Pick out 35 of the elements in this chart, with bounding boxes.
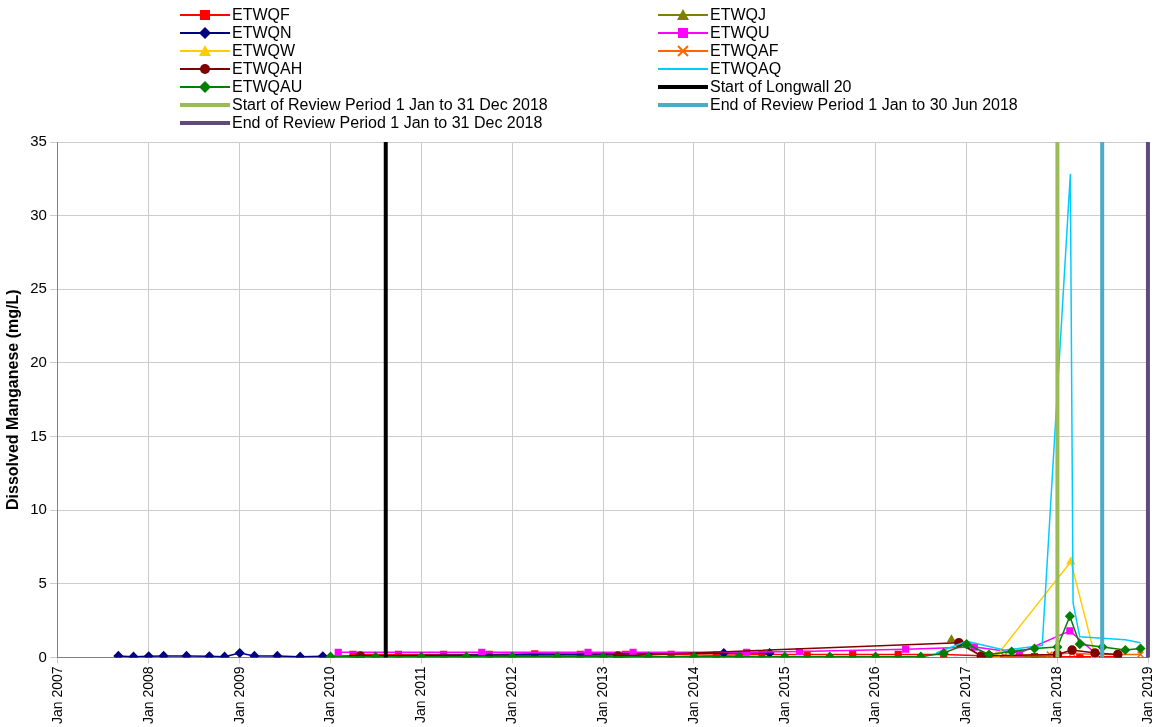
x-tick-label: Jan 2013 — [594, 666, 611, 724]
x-tick-label: Jan 2015 — [775, 666, 792, 724]
x-tick-label: Jan 2016 — [866, 666, 883, 724]
legend-label: ETWQU — [710, 24, 770, 42]
legend-label: Start of Longwall 20 — [710, 78, 852, 96]
y-tick-label: 10 — [30, 500, 47, 518]
legend-label: Start of Review Period 1 Jan to 31 Dec 2018 — [232, 96, 548, 114]
legend-label: ETWQW — [232, 42, 296, 60]
legend-label: ETWQAQ — [710, 60, 782, 78]
legend-label: ETWQAF — [710, 42, 779, 60]
legend-label: ETWQN — [232, 24, 292, 42]
legend-label: ETWQF — [232, 6, 290, 24]
y-tick-label: 15 — [30, 426, 47, 444]
legend-label: ETWQAU — [232, 78, 303, 96]
y-tick-label: 0 — [38, 647, 47, 665]
legend-label: End of Review Period 1 Jan to 30 Jun 2018 — [710, 96, 1018, 114]
y-tick-label: 20 — [30, 353, 47, 371]
x-tick-label: Jan 2014 — [684, 666, 701, 724]
x-tick-label: Jan 2012 — [502, 666, 519, 724]
x-tick-label: Jan 2018 — [1048, 666, 1065, 724]
x-tick-label: Jan 2009 — [230, 666, 247, 724]
y-tick-label: 35 — [30, 132, 47, 150]
legend-label: ETWQAH — [232, 60, 303, 78]
y-tick-label: 30 — [30, 205, 47, 223]
x-tick-label: Jan 2011 — [412, 666, 429, 723]
legend-label: ETWQJ — [710, 6, 766, 24]
legend-label: End of Review Period 1 Jan to 31 Dec 2018 — [232, 114, 543, 132]
y-axis-title: Dissolved Manganese (mg/L) — [4, 289, 22, 510]
x-tick-label: Jan 2019 — [1139, 666, 1156, 724]
x-tick-label: Jan 2010 — [321, 666, 338, 724]
x-tick-label: Jan 2007 — [48, 666, 65, 724]
y-tick-label: 25 — [30, 279, 47, 297]
y-tick-label: 5 — [38, 573, 47, 591]
x-tick-label: Jan 2017 — [957, 666, 974, 724]
x-tick-label: Jan 2008 — [139, 666, 156, 724]
